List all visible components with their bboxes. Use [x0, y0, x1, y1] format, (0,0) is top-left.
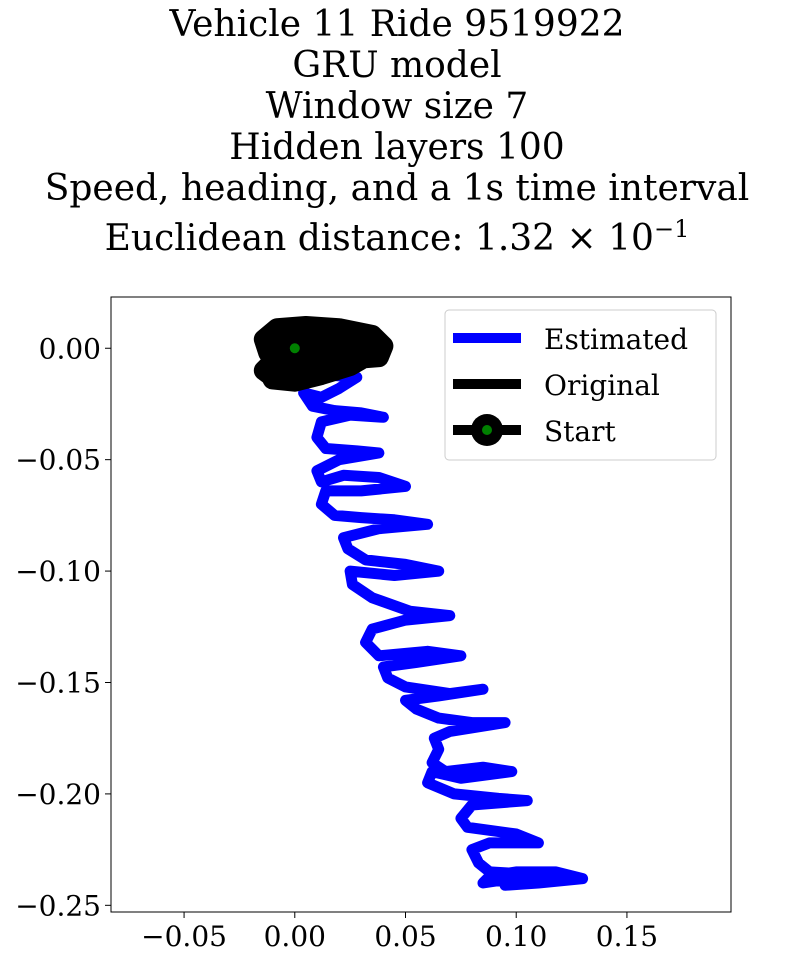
series-line-estimated — [289, 342, 589, 891]
title-line-distance: Euclidean distance: 1.32 × 10−1 — [0, 209, 794, 259]
x-tick-label: 0.15 — [596, 920, 658, 953]
y-tick-label: 0.00 — [39, 332, 101, 365]
legend-estimated-label: Estimated — [544, 323, 688, 356]
title-line-model: GRU model — [292, 45, 502, 86]
title-distance-exponent: −1 — [653, 215, 690, 243]
y-tick-label: −0.05 — [15, 444, 101, 477]
legend-start-marker-inner — [482, 425, 492, 435]
start-marker — [289, 343, 300, 354]
x-tick-label: 0.10 — [485, 920, 547, 953]
legend-original-label: Original — [544, 369, 660, 402]
x-tick-label: 0.00 — [264, 920, 326, 953]
axis-layer: −0.05 0.00 0.05 0.10 0.15 0.00 −0.05 −0.10 −0.15… — [15, 332, 658, 953]
chart-title: Vehicle 11 Ride 9519922 GRU model Window… — [0, 4, 794, 259]
plot-frame — [110, 296, 732, 913]
y-tick-label: −0.25 — [15, 889, 101, 922]
title-line-inputs: Speed, heading, and a 1s time interval — [44, 168, 750, 209]
legend-box — [444, 309, 717, 461]
y-tick-label: −0.10 — [15, 555, 101, 588]
series-layer — [253, 316, 589, 891]
legend-start-label: Start — [544, 415, 617, 448]
series-line-original — [253, 316, 394, 392]
x-tick-label: 0.05 — [374, 920, 436, 953]
title-distance-text: Euclidean distance: 1.32 × 10 — [104, 218, 654, 259]
x-tick-label: −0.05 — [141, 920, 227, 953]
title-line-hidden: Hidden layers 100 — [229, 127, 565, 168]
title-line-vehicle: Vehicle 11 Ride 9519922 — [169, 4, 625, 45]
y-tick-label: −0.15 — [15, 666, 101, 699]
y-tick-label: −0.20 — [15, 778, 101, 811]
legend: Estimated Original Start — [444, 309, 717, 461]
title-line-window: Window size 7 — [265, 86, 529, 127]
